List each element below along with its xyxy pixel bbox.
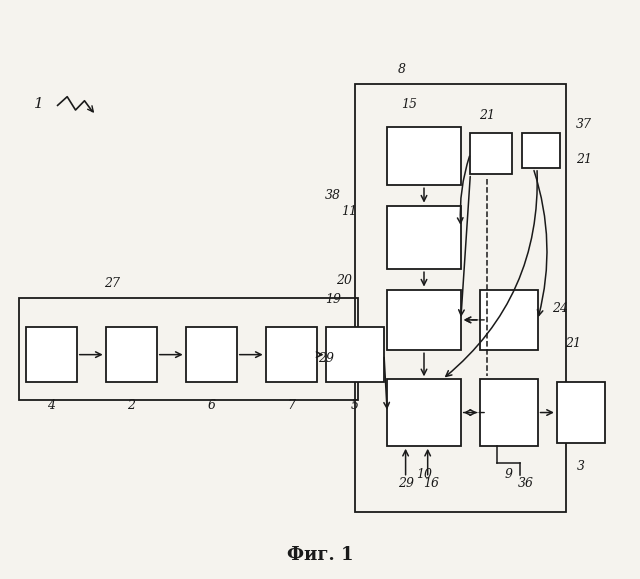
Text: 27: 27	[104, 277, 120, 290]
Text: 5: 5	[351, 399, 359, 412]
Text: 36: 36	[518, 477, 534, 490]
Bar	[387, 379, 461, 446]
Text: 21: 21	[577, 153, 593, 166]
Bar	[106, 327, 157, 382]
Bar	[522, 133, 560, 168]
Text: 10: 10	[416, 468, 432, 481]
Text: 21: 21	[479, 109, 495, 122]
Text: 2: 2	[127, 399, 135, 412]
Bar	[480, 379, 538, 446]
Text: 9: 9	[505, 468, 513, 481]
Text: 6: 6	[207, 399, 215, 412]
Text: 7: 7	[287, 399, 295, 412]
Bar	[387, 206, 461, 269]
Text: 20: 20	[335, 274, 352, 287]
Text: 29: 29	[319, 353, 334, 365]
Bar	[355, 84, 566, 512]
Text: 3: 3	[577, 460, 585, 472]
Bar	[557, 382, 605, 443]
Bar	[266, 327, 317, 382]
Bar	[470, 133, 512, 174]
Text: Фиг. 1: Фиг. 1	[287, 545, 353, 564]
Text: 4: 4	[47, 399, 55, 412]
Text: 19: 19	[325, 294, 341, 306]
Bar	[387, 290, 461, 350]
Bar	[387, 127, 461, 185]
Text: 38: 38	[325, 189, 341, 201]
Bar	[326, 327, 384, 382]
Bar	[186, 327, 237, 382]
Text: 11: 11	[340, 205, 357, 218]
Text: 15: 15	[401, 98, 417, 111]
Text: 16: 16	[423, 477, 439, 490]
Text: 37: 37	[577, 118, 593, 131]
Text: 21: 21	[564, 336, 581, 350]
Text: 24: 24	[552, 302, 568, 315]
Bar	[26, 327, 77, 382]
Text: 8: 8	[397, 63, 406, 76]
Bar	[480, 290, 538, 350]
Text: 29: 29	[397, 477, 413, 490]
Bar	[19, 298, 358, 400]
Text: 1: 1	[33, 97, 44, 111]
